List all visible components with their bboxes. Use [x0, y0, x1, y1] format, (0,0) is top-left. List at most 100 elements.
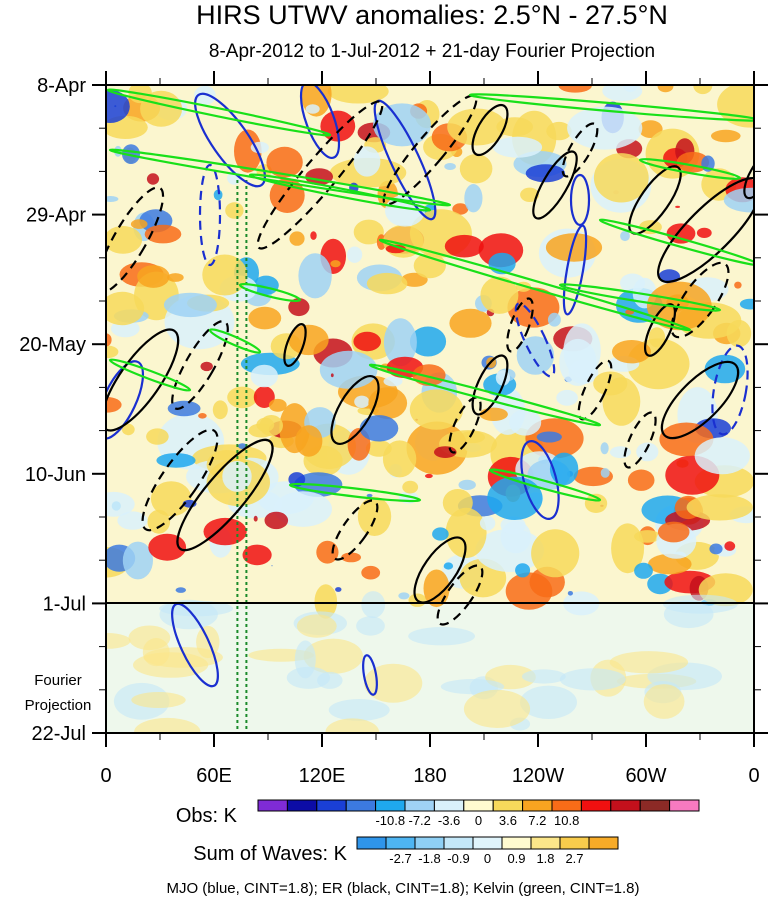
anomaly-patch [558, 85, 592, 93]
anomaly-patch [288, 324, 329, 356]
projection-label-line1: Fourier [34, 672, 82, 689]
anomaly-patch [442, 489, 473, 517]
projection-patch [325, 718, 380, 733]
waves-colorbar-tick-label: -0.9 [447, 851, 469, 866]
anomaly-patch [330, 260, 341, 268]
kelvin-contour [248, 173, 432, 212]
er-contour [106, 186, 165, 294]
anomaly-patch [505, 572, 553, 610]
obs-colorbar-tick-label: -10.8 [375, 813, 405, 828]
kelvin-contour [488, 468, 602, 502]
anomaly-patch [694, 437, 750, 475]
obs-colorbar-swatch [463, 799, 494, 812]
anomaly-patch [295, 425, 323, 457]
projection-patch [408, 627, 475, 646]
anomaly-patch [212, 400, 228, 420]
guide-lines [236, 180, 248, 733]
y-tick-label: 1-Jul [43, 593, 86, 615]
kelvin-contour [106, 88, 332, 137]
waves-colorbar-swatch [530, 836, 561, 850]
anomaly-patch [330, 373, 334, 378]
anomaly-patch [167, 400, 201, 417]
anomaly-patch [335, 587, 342, 592]
anomaly-patch [144, 224, 182, 244]
projection-patch [440, 679, 505, 695]
anomaly-patch [298, 253, 332, 299]
anomaly-patch [106, 90, 130, 123]
projection-patch [294, 640, 316, 679]
anomaly-patch [515, 563, 531, 578]
obs-colorbar-swatch [345, 799, 377, 812]
anomaly-patch [657, 521, 690, 543]
anomaly-patch [479, 407, 508, 421]
wave-contours [106, 85, 754, 696]
anomaly-patch [225, 202, 244, 219]
x-tick-label: 60W [625, 765, 666, 787]
anomaly-patch [516, 336, 555, 375]
obs-colorbar-swatch [316, 799, 347, 812]
anomaly-patch [316, 540, 339, 564]
anomaly-patch [268, 398, 287, 412]
anomaly-patch [602, 377, 641, 426]
anomaly-patch [106, 291, 145, 326]
projection-patch [521, 669, 566, 684]
obs-colorbar-swatch [639, 799, 671, 812]
anomaly-patch [288, 298, 310, 317]
anomaly-patch [609, 446, 632, 459]
anomaly-patch [253, 275, 279, 295]
anomaly-patch [353, 146, 381, 177]
mjo-contour [569, 173, 591, 227]
anomaly-patch [493, 136, 543, 158]
anomaly-patch [148, 533, 187, 561]
anomaly-patch [452, 203, 469, 215]
anomaly-patch [202, 254, 248, 296]
y-tick-label: 8-Apr [37, 75, 86, 97]
projection-patch [609, 651, 689, 674]
er-contour [643, 303, 677, 357]
anomaly-patch [213, 189, 223, 201]
er-contour [670, 261, 730, 339]
projection-patch [196, 625, 220, 659]
anomaly-patch [273, 491, 332, 527]
projection-patch [559, 668, 626, 691]
anomaly-patch [359, 415, 399, 442]
mjo-contour [299, 85, 341, 159]
anomaly-patch [401, 272, 428, 287]
anomaly-patch [106, 226, 143, 254]
anomaly-patch [675, 205, 680, 208]
projection-patch [106, 633, 131, 649]
projection-patch [328, 699, 390, 721]
x-tick-label: 0 [100, 765, 111, 787]
anomaly-patch [449, 308, 492, 338]
projection-patch [134, 717, 201, 733]
anomaly-patch [366, 493, 373, 498]
waves-colorbar-tick-label: -1.8 [418, 851, 440, 866]
x-axis: 0 60E 120E 180 120W 60W 0 [100, 71, 760, 787]
anomaly-patch [412, 364, 446, 386]
er-contour [471, 103, 509, 157]
anomaly-patch [242, 544, 272, 566]
kelvin-contour [108, 358, 192, 392]
anomaly-patch [545, 233, 603, 262]
anomaly-patch [114, 105, 117, 108]
x-tick-label: 60E [196, 765, 232, 787]
waves-colorbar: Sum of Waves: K -2.7 -1.8 -0.9 0 0.9 1.8 2.7 [193, 836, 619, 866]
anomaly-patch [347, 246, 363, 263]
projection-patch [663, 600, 714, 629]
anomaly-patch [146, 173, 160, 185]
anomaly-patch [310, 231, 317, 240]
anomaly-patch [250, 364, 278, 388]
er-contour [331, 499, 379, 561]
obs-colorbar-swatch [669, 799, 700, 812]
chart-subtitle: 8-Apr-2012 to 1-Jul-2012 + 21-day Fourie… [209, 41, 655, 62]
anomaly-patch [709, 543, 723, 555]
obs-colorbar-swatch [551, 799, 582, 812]
obs-colorbar-swatch [610, 799, 641, 812]
er-contour [532, 150, 578, 220]
anomaly-patch [500, 516, 526, 535]
kelvin-contour [368, 363, 602, 427]
y-tick-label: 20-May [19, 334, 86, 356]
anomaly-patch [547, 312, 561, 327]
obs-colorbar-swatch [404, 799, 435, 812]
